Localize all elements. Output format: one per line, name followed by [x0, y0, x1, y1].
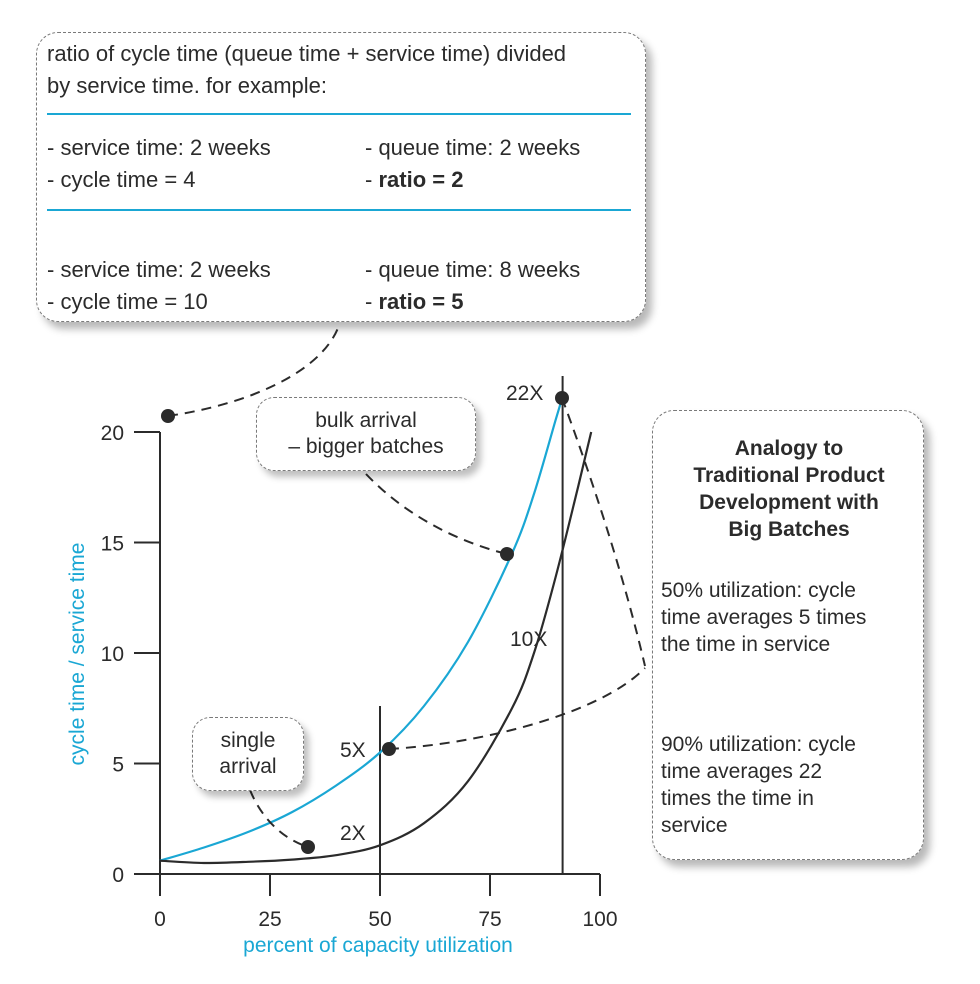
analogy-title-line: Development with — [699, 491, 879, 514]
bulk-arrival-curve — [159, 396, 564, 862]
analogy-title-line: Analogy to — [734, 437, 844, 460]
callout-line: bulk arrival — [315, 409, 417, 432]
y-tick-label: 0 — [112, 864, 124, 887]
example1-cycle-time: - cycle time = 4 — [47, 167, 196, 192]
callout-line: – bigger batches — [288, 435, 444, 458]
annotation-5x: 5X — [340, 739, 366, 762]
dot-5x — [382, 742, 396, 756]
y-tick-label: 10 — [101, 643, 124, 666]
single-arrival-curve — [159, 431, 593, 865]
x-tick-label: 100 — [582, 908, 617, 931]
leader-lines — [167, 327, 646, 848]
definition-intro-line1: ratio of cycle time (queue time + servic… — [47, 41, 567, 66]
dot-22x — [555, 391, 569, 405]
leader-analogy-90 — [561, 397, 646, 667]
annotation-2x: 2X — [340, 822, 366, 845]
leader-single-arrival — [249, 789, 309, 848]
single-arrival-callout: single arrival — [192, 717, 304, 791]
dot-definition — [161, 409, 175, 423]
analogy-title: Analogy to Traditional Product Developme… — [653, 435, 925, 543]
y-axis-label: cycle time / service time — [66, 543, 89, 766]
analogy-line: time averages 22 — [661, 760, 823, 783]
annotation-22x: 22X — [506, 382, 543, 405]
analogy-paragraph-50: 50% utilization: cycle time averages 5 t… — [661, 577, 919, 658]
example1-queue-time: - queue time: 2 weeks — [365, 135, 581, 160]
analogy-line: service — [661, 814, 728, 837]
callout-line: arrival — [219, 755, 277, 778]
annotation-10x: 10X — [510, 628, 547, 651]
analogy-paragraph-90: 90% utilization: cycle time averages 22 … — [661, 731, 919, 839]
y-tick-label: 5 — [112, 754, 124, 777]
divider-line — [47, 209, 631, 211]
divider-line — [47, 113, 631, 115]
chart-marks: 22X 10X 5X 2X — [161, 382, 569, 854]
analogy-line: the time in service — [661, 633, 831, 656]
example2-ratio: - ratio = 5 — [365, 289, 464, 314]
analogy-line: times the time in — [661, 787, 814, 810]
definition-intro-line2: by service time. for example: — [47, 73, 327, 98]
analogy-title-line: Traditional Product — [693, 464, 885, 487]
x-tick-label: 50 — [368, 908, 391, 931]
y-tick-label: 20 — [101, 422, 124, 445]
dot-bulk-arrival — [500, 547, 514, 561]
example1-ratio: - ratio = 2 — [365, 167, 464, 192]
bulk-arrival-callout: bulk arrival – bigger batches — [256, 397, 476, 471]
chart-axes: 0 25 50 75 100 0 5 10 15 20 — [101, 376, 618, 931]
x-tick-label: 0 — [154, 908, 166, 931]
example2-service-time: - service time: 2 weeks — [47, 257, 271, 282]
analogy-line: 50% utilization: cycle — [661, 579, 856, 602]
leader-analogy-50 — [388, 667, 646, 750]
y-tick-label: 15 — [101, 533, 124, 556]
callout-line: single — [220, 729, 276, 752]
chart-series — [159, 396, 593, 865]
dot-single-arrival — [301, 840, 315, 854]
analogy-line: time averages 5 times — [661, 606, 867, 629]
leader-bulk-arrival — [365, 473, 508, 555]
x-tick-label: 75 — [478, 908, 501, 931]
x-tick-label: 25 — [258, 908, 281, 931]
analogy-title-line: Big Batches — [728, 518, 850, 541]
analogy-line: 90% utilization: cycle — [661, 733, 856, 756]
ratio-definition-box: ratio of cycle time (queue time + servic… — [36, 32, 646, 322]
analogy-box: Analogy to Traditional Product Developme… — [652, 410, 924, 860]
x-axis-label: percent of capacity utilization — [243, 934, 513, 957]
example2-queue-time: - queue time: 8 weeks — [365, 257, 581, 282]
example1-service-time: - service time: 2 weeks — [47, 135, 271, 160]
example2-cycle-time: - cycle time = 10 — [47, 289, 208, 314]
